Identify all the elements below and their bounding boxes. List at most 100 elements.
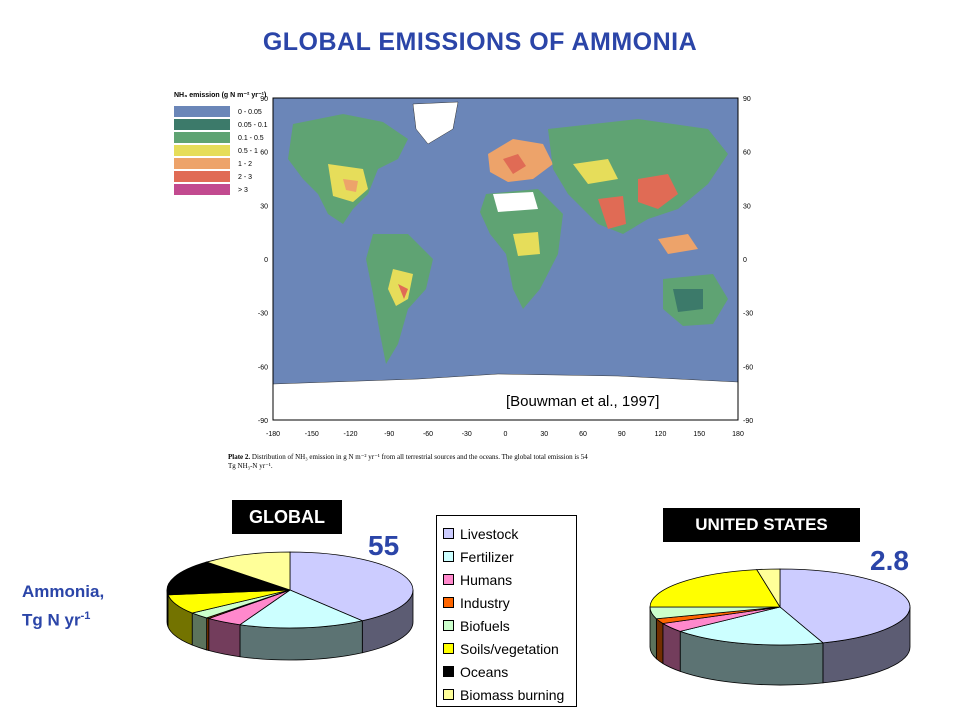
legend-label: Biofuels xyxy=(460,617,510,634)
map-caption-label: Plate 2. xyxy=(228,453,250,461)
latitude-tick-label: -60 xyxy=(743,364,753,371)
pie-slice-side-industry xyxy=(655,617,664,665)
pie-slice-side-biofuels xyxy=(191,612,208,651)
australia-interior xyxy=(673,289,703,312)
map-legend-range: 1 - 2 xyxy=(238,161,252,168)
india-hotspot xyxy=(598,196,626,229)
us-midwest-hotspot xyxy=(343,179,358,192)
map-caption-line-2: Tg NH₃-N yr⁻¹. xyxy=(228,462,273,470)
legend-item: Industry xyxy=(443,591,576,614)
latitude-tick-label: 30 xyxy=(743,203,751,210)
china-hotspot xyxy=(638,174,678,209)
map-legend-swatch xyxy=(174,132,230,143)
indonesia-landmass xyxy=(658,234,698,254)
units-label: Ammonia, Tg N yr-1 xyxy=(22,580,104,633)
legend-label: Humans xyxy=(460,571,513,588)
latitude-tick-label: -30 xyxy=(743,311,753,318)
latitude-tick-label: -60 xyxy=(258,364,268,371)
longitude-tick-label: 180 xyxy=(732,431,744,438)
us-pie-chart xyxy=(649,568,911,686)
legend-label: Industry xyxy=(460,594,510,611)
map-legend: NH₃ emission (g N m⁻² yr⁻¹) 0 - 0.05 0.05… xyxy=(174,92,268,195)
brazil-hotspot xyxy=(398,284,408,299)
legend-swatch xyxy=(443,528,454,539)
pie-tops xyxy=(649,568,911,646)
legend-swatch xyxy=(443,574,454,585)
map-legend-title: NH₃ emission (g N m⁻² yr⁻¹) xyxy=(174,92,266,99)
pie-legend: Livestock Fertilizer Humans Industry Biofuel… xyxy=(436,515,577,707)
pie-slice-livestock xyxy=(289,551,414,622)
latitude-tick-label: 60 xyxy=(743,150,751,157)
map-legend-swatch xyxy=(174,184,230,195)
longitude-tick-label: -180 xyxy=(266,431,280,438)
latitude-tick-label: 30 xyxy=(260,203,268,210)
legend-swatch xyxy=(443,689,454,700)
legend-item: Livestock xyxy=(443,522,576,545)
asia-landmass xyxy=(548,119,728,234)
legend-label: Fertilizer xyxy=(460,548,514,565)
us-total-value: 2.8 xyxy=(870,545,909,576)
latitude-tick-label: 90 xyxy=(743,96,751,103)
legend-label: Oceans xyxy=(460,663,509,680)
map-legend-range: 0.1 - 0.5 xyxy=(238,135,264,142)
map-legend-swatch xyxy=(174,145,230,156)
units-label-line-2: Tg N yr-1 xyxy=(22,604,104,633)
central-asia-emission-area xyxy=(573,159,618,184)
map-legend-swatch xyxy=(174,119,230,130)
legend-swatch xyxy=(443,643,454,654)
longitude-tick-label: 120 xyxy=(655,431,667,438)
greenland-landmass xyxy=(412,101,459,145)
latitude-ticks-left: 90 60 30 0 -30 -60 -90 xyxy=(258,96,268,425)
legend-swatch xyxy=(443,551,454,562)
world-map xyxy=(272,97,739,421)
longitude-tick-label: -30 xyxy=(462,431,472,438)
units-label-exponent: -1 xyxy=(80,610,91,622)
global-total-value: 55 xyxy=(368,530,400,561)
map-legend-swatch xyxy=(174,106,230,117)
latitude-tick-label: 90 xyxy=(260,96,268,103)
latitude-tick-label: -90 xyxy=(743,418,753,425)
longitude-ticks: -180 -150 -120 -90 -60 -30 0 30 60 90 120 150 180 xyxy=(266,431,744,438)
legend-item: Biofuels xyxy=(443,614,576,637)
africa-emission-area xyxy=(513,232,540,256)
global-chart-label: GLOBAL xyxy=(232,500,342,534)
map-legend-range: 0.05 - 0.1 xyxy=(238,122,268,129)
legend-swatch xyxy=(443,597,454,608)
longitude-tick-label: -60 xyxy=(423,431,433,438)
legend-label: Soils/vegetation xyxy=(460,640,559,657)
legend-item: Fertilizer xyxy=(443,545,576,568)
pie-slice-fertilizer xyxy=(678,606,824,646)
map-legend-range: 2 - 3 xyxy=(238,174,252,181)
global-pie-chart xyxy=(166,551,414,661)
legend-label: Biomass burning xyxy=(460,686,565,703)
map-frame xyxy=(272,97,739,421)
map-legend-range: 0 - 0.05 xyxy=(238,109,262,116)
latitude-ticks-right: 90 60 30 0 -30 -60 -90 xyxy=(743,96,753,425)
map-legend-swatch xyxy=(174,171,230,182)
longitude-tick-label: 150 xyxy=(693,431,705,438)
longitude-tick-label: -150 xyxy=(305,431,319,438)
pie-slice-biomass-burning xyxy=(205,551,291,591)
pie-slice-biomass-burning xyxy=(756,568,781,609)
units-label-text: Tg N yr xyxy=(22,610,81,630)
map-caption-text: Distribution of NH₃ emission in g N m⁻² … xyxy=(250,453,588,461)
pie-sides xyxy=(166,589,414,661)
latitude-tick-label: -30 xyxy=(258,311,268,318)
sahara-area xyxy=(493,192,538,212)
europe-hotspot xyxy=(503,154,526,174)
map-legend-range: > 3 xyxy=(238,187,248,194)
pie-slice-fertilizer xyxy=(238,589,364,629)
pie-slice-livestock xyxy=(779,568,911,644)
citation: [Bouwman et al., 1997] xyxy=(506,393,659,410)
longitude-tick-label: -120 xyxy=(343,431,357,438)
legend-label: Livestock xyxy=(460,525,519,542)
latitude-tick-label: 0 xyxy=(743,257,747,264)
pie-slice-side-oceans xyxy=(166,589,169,628)
latitude-tick-label: -90 xyxy=(258,418,268,425)
legend-item: Oceans xyxy=(443,660,576,683)
legend-item: Biomass burning xyxy=(443,683,576,706)
longitude-tick-label: 90 xyxy=(618,431,626,438)
pie-sides xyxy=(649,606,911,686)
longitude-tick-label: 0 xyxy=(504,431,508,438)
latitude-tick-label: 60 xyxy=(260,150,268,157)
